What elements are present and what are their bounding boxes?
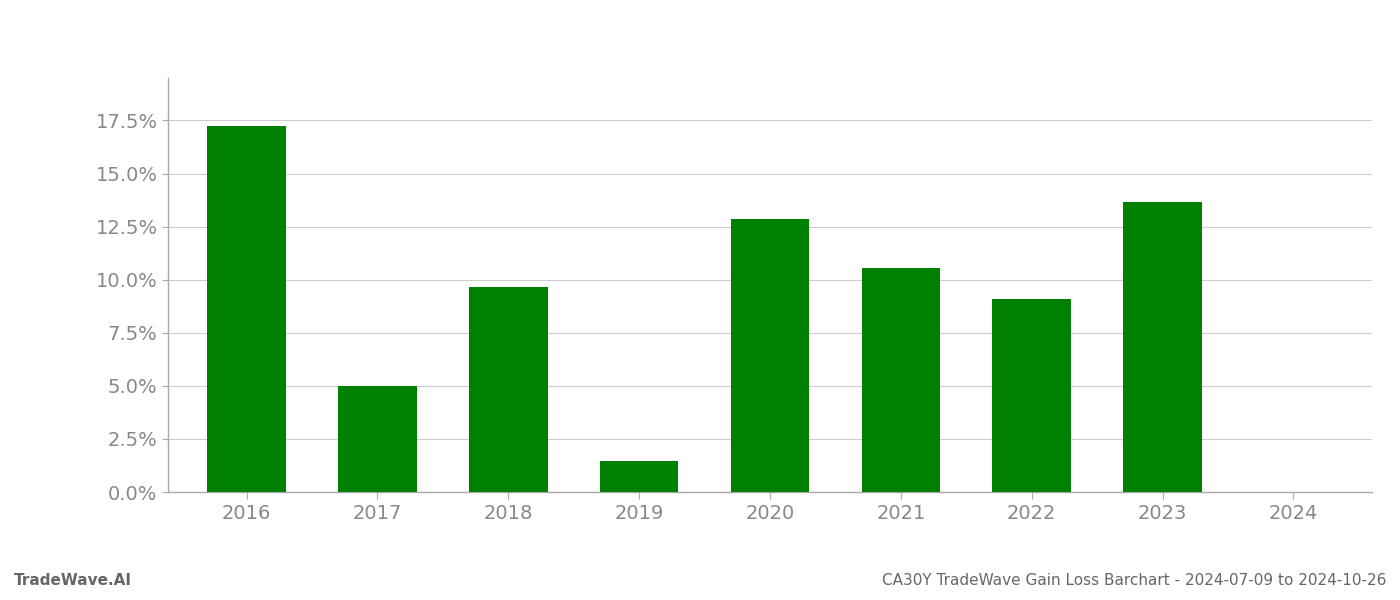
Bar [469,287,547,492]
Text: CA30Y TradeWave Gain Loss Barchart - 2024-07-09 to 2024-10-26: CA30Y TradeWave Gain Loss Barchart - 202… [882,573,1386,588]
Bar [993,299,1071,492]
Bar [861,268,941,492]
Bar [207,126,286,492]
Bar [731,219,809,492]
Text: TradeWave.AI: TradeWave.AI [14,573,132,588]
Bar [339,386,417,492]
Bar [1123,202,1201,492]
Bar [599,461,679,492]
